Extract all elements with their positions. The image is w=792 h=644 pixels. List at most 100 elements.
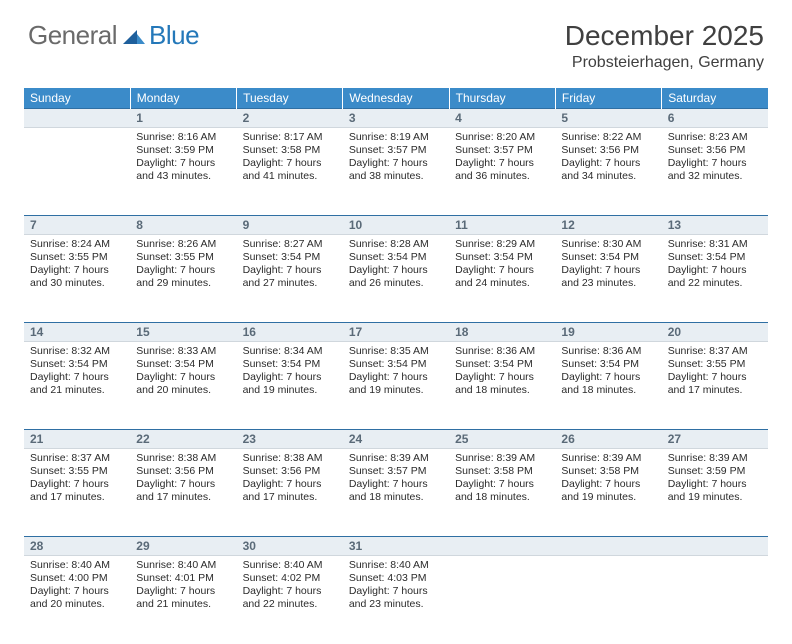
- sunset-line: Sunset: 3:55 PM: [30, 465, 124, 478]
- daylight-line-2: and 20 minutes.: [30, 598, 124, 611]
- calendar-table: Sunday Monday Tuesday Wednesday Thursday…: [24, 88, 768, 644]
- daynum-cell: .: [449, 537, 555, 556]
- day-cell: Sunrise: 8:24 AMSunset: 3:55 PMDaylight:…: [24, 235, 130, 323]
- day-cell: Sunrise: 8:30 AMSunset: 3:54 PMDaylight:…: [555, 235, 661, 323]
- daynum-cell: 15: [130, 323, 236, 342]
- sunset-line: Sunset: 3:59 PM: [668, 465, 762, 478]
- daylight-line-2: and 17 minutes.: [243, 491, 337, 504]
- daylight-line-2: and 23 minutes.: [349, 598, 443, 611]
- sunrise-line: Sunrise: 8:28 AM: [349, 238, 443, 251]
- sunset-line: Sunset: 3:54 PM: [455, 358, 549, 371]
- day-details: Sunrise: 8:39 AMSunset: 3:58 PMDaylight:…: [449, 449, 555, 511]
- daynum-cell: 26: [555, 430, 661, 449]
- day-details: Sunrise: 8:30 AMSunset: 3:54 PMDaylight:…: [555, 235, 661, 297]
- day-number: 13: [662, 216, 768, 234]
- col-sunday: Sunday: [24, 88, 130, 109]
- day-number: 3: [343, 109, 449, 127]
- day-cell: Sunrise: 8:40 AMSunset: 4:01 PMDaylight:…: [130, 556, 236, 644]
- daynum-row: 14151617181920: [24, 323, 768, 342]
- day-number: 24: [343, 430, 449, 448]
- daylight-line-1: Daylight: 7 hours: [668, 371, 762, 384]
- daylight-line-2: and 19 minutes.: [243, 384, 337, 397]
- day-number: 29: [130, 537, 236, 555]
- sunrise-line: Sunrise: 8:35 AM: [349, 345, 443, 358]
- sunset-line: Sunset: 3:54 PM: [243, 358, 337, 371]
- daylight-line-1: Daylight: 7 hours: [136, 264, 230, 277]
- sunrise-line: Sunrise: 8:22 AM: [561, 131, 655, 144]
- daylight-line-1: Daylight: 7 hours: [136, 478, 230, 491]
- content-row: Sunrise: 8:16 AMSunset: 3:59 PMDaylight:…: [24, 128, 768, 216]
- day-details: [24, 128, 130, 137]
- day-cell: Sunrise: 8:39 AMSunset: 3:58 PMDaylight:…: [555, 449, 661, 537]
- day-cell: Sunrise: 8:31 AMSunset: 3:54 PMDaylight:…: [662, 235, 768, 323]
- day-header-row: Sunday Monday Tuesday Wednesday Thursday…: [24, 88, 768, 109]
- sunrise-line: Sunrise: 8:39 AM: [455, 452, 549, 465]
- sunset-line: Sunset: 3:54 PM: [349, 251, 443, 264]
- daynum-cell: 25: [449, 430, 555, 449]
- daylight-line-1: Daylight: 7 hours: [349, 264, 443, 277]
- daylight-line-2: and 24 minutes.: [455, 277, 549, 290]
- sunset-line: Sunset: 4:01 PM: [136, 572, 230, 585]
- daylight-line-1: Daylight: 7 hours: [561, 371, 655, 384]
- daylight-line-1: Daylight: 7 hours: [455, 478, 549, 491]
- day-number: 5: [555, 109, 661, 127]
- day-details: Sunrise: 8:23 AMSunset: 3:56 PMDaylight:…: [662, 128, 768, 190]
- daylight-line-1: Daylight: 7 hours: [668, 264, 762, 277]
- daylight-line-1: Daylight: 7 hours: [561, 478, 655, 491]
- day-details: Sunrise: 8:39 AMSunset: 3:59 PMDaylight:…: [662, 449, 768, 511]
- day-details: Sunrise: 8:28 AMSunset: 3:54 PMDaylight:…: [343, 235, 449, 297]
- daylight-line-2: and 19 minutes.: [349, 384, 443, 397]
- daylight-line-1: Daylight: 7 hours: [243, 264, 337, 277]
- daylight-line-1: Daylight: 7 hours: [455, 264, 549, 277]
- day-details: Sunrise: 8:20 AMSunset: 3:57 PMDaylight:…: [449, 128, 555, 190]
- sunset-line: Sunset: 3:55 PM: [668, 358, 762, 371]
- day-cell: Sunrise: 8:39 AMSunset: 3:59 PMDaylight:…: [662, 449, 768, 537]
- sunset-line: Sunset: 3:56 PM: [136, 465, 230, 478]
- content-row: Sunrise: 8:24 AMSunset: 3:55 PMDaylight:…: [24, 235, 768, 323]
- day-cell: Sunrise: 8:16 AMSunset: 3:59 PMDaylight:…: [130, 128, 236, 216]
- daynum-cell: 20: [662, 323, 768, 342]
- day-cell: Sunrise: 8:28 AMSunset: 3:54 PMDaylight:…: [343, 235, 449, 323]
- daylight-line-1: Daylight: 7 hours: [30, 585, 124, 598]
- col-friday: Friday: [555, 88, 661, 109]
- daylight-line-1: Daylight: 7 hours: [136, 585, 230, 598]
- daynum-cell: .: [662, 537, 768, 556]
- daynum-cell: 17: [343, 323, 449, 342]
- sunrise-line: Sunrise: 8:40 AM: [30, 559, 124, 572]
- daynum-cell: .: [555, 537, 661, 556]
- day-number: 1: [130, 109, 236, 127]
- day-number: 20: [662, 323, 768, 341]
- daylight-line-1: Daylight: 7 hours: [30, 371, 124, 384]
- day-cell: Sunrise: 8:17 AMSunset: 3:58 PMDaylight:…: [237, 128, 343, 216]
- day-number: 6: [662, 109, 768, 127]
- daylight-line-1: Daylight: 7 hours: [455, 157, 549, 170]
- sunset-line: Sunset: 4:03 PM: [349, 572, 443, 585]
- sunrise-line: Sunrise: 8:38 AM: [243, 452, 337, 465]
- daynum-cell: 8: [130, 216, 236, 235]
- col-saturday: Saturday: [662, 88, 768, 109]
- daylight-line-2: and 38 minutes.: [349, 170, 443, 183]
- daylight-line-2: and 26 minutes.: [349, 277, 443, 290]
- day-cell: Sunrise: 8:40 AMSunset: 4:00 PMDaylight:…: [24, 556, 130, 644]
- sunset-line: Sunset: 3:54 PM: [349, 358, 443, 371]
- sunrise-line: Sunrise: 8:30 AM: [561, 238, 655, 251]
- daynum-cell: 29: [130, 537, 236, 556]
- daynum-cell: 6: [662, 109, 768, 128]
- day-number: .: [24, 109, 130, 127]
- sunrise-line: Sunrise: 8:19 AM: [349, 131, 443, 144]
- day-cell: Sunrise: 8:35 AMSunset: 3:54 PMDaylight:…: [343, 342, 449, 430]
- day-cell: Sunrise: 8:23 AMSunset: 3:56 PMDaylight:…: [662, 128, 768, 216]
- daylight-line-2: and 21 minutes.: [136, 598, 230, 611]
- day-cell: Sunrise: 8:38 AMSunset: 3:56 PMDaylight:…: [237, 449, 343, 537]
- day-details: Sunrise: 8:22 AMSunset: 3:56 PMDaylight:…: [555, 128, 661, 190]
- day-details: Sunrise: 8:39 AMSunset: 3:58 PMDaylight:…: [555, 449, 661, 511]
- sunrise-line: Sunrise: 8:31 AM: [668, 238, 762, 251]
- daylight-line-2: and 43 minutes.: [136, 170, 230, 183]
- sunset-line: Sunset: 3:54 PM: [30, 358, 124, 371]
- daynum-row: 21222324252627: [24, 430, 768, 449]
- daynum-row: 78910111213: [24, 216, 768, 235]
- sunrise-line: Sunrise: 8:23 AM: [668, 131, 762, 144]
- day-number: .: [662, 537, 768, 555]
- sunset-line: Sunset: 3:54 PM: [561, 251, 655, 264]
- day-number: 7: [24, 216, 130, 234]
